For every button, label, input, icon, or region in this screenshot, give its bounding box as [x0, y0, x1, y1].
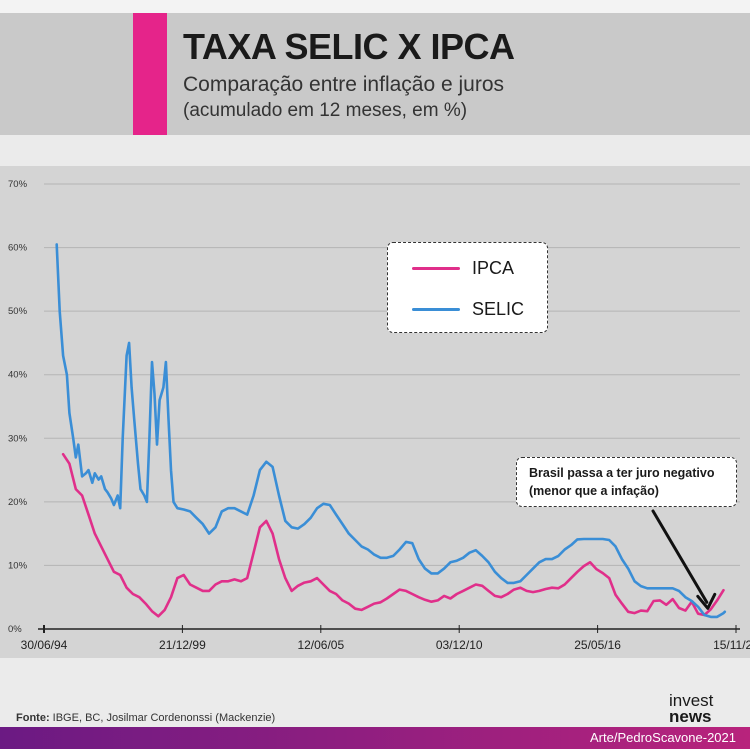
y-tick-label: 50%: [8, 306, 28, 317]
y-tick-label: 10%: [8, 560, 28, 571]
y-tick-label: 0%: [8, 624, 22, 635]
y-tick-label: 20%: [8, 497, 28, 508]
y-tick-label: 60%: [8, 243, 28, 254]
source-text: IBGE, BC, Josilmar Cordenonssi (Mackenzi…: [49, 712, 276, 724]
logo-word-news: news: [669, 707, 712, 726]
series-line-ipca: [61, 452, 725, 618]
source-note: Fonte: IBGE, BC, Josilmar Cordenonssi (M…: [16, 712, 275, 724]
x-tick-label: 12/06/05: [297, 638, 344, 652]
header-band: [0, 13, 750, 135]
legend-item-ipca: IPCA: [412, 256, 514, 280]
annotation-arrowhead: [696, 592, 717, 610]
x-tick-label: 25/05/16: [574, 638, 621, 652]
series-line-selic: [55, 243, 727, 619]
legend-label-selic: SELIC: [472, 298, 525, 319]
x-tick-label: 15/11/21: [713, 638, 750, 652]
annotation-line-1: Brasil passa a ter juro negativo: [529, 466, 715, 480]
legend-swatch-ipca: [412, 266, 460, 270]
x-tick-label: 30/06/94: [21, 638, 68, 652]
accent-bar: [133, 13, 167, 135]
legend: IPCA SELIC: [387, 242, 548, 333]
legend-swatch-selic: [412, 307, 460, 311]
x-tick-label: 03/12/10: [436, 638, 483, 652]
top-strip: [0, 0, 750, 13]
legend-item-selic: SELIC: [412, 297, 524, 321]
investnews-logo: invest news: [669, 691, 739, 726]
chart-title: TAXA SELIC X IPCA: [183, 26, 515, 67]
art-credit: Arte/PedroScavone-2021: [590, 730, 736, 745]
footer-bar: Arte/PedroScavone-2021: [0, 727, 750, 749]
y-tick-label: 30%: [8, 433, 28, 444]
x-tick-label: 21/12/99: [159, 638, 206, 652]
y-tick-label: 70%: [8, 179, 28, 190]
logo-word-invest: invest: [669, 691, 714, 710]
y-tick-label: 40%: [8, 370, 28, 381]
chart-subtitle: Comparação entre inflação e juros: [183, 73, 505, 96]
legend-label-ipca: IPCA: [472, 257, 515, 278]
annotation-box: Brasil passa a ter juro negativo (menor …: [516, 457, 737, 507]
annotation-arrow: [651, 509, 709, 604]
chart-subtitle-units: (acumulado em 12 meses, em %): [183, 100, 468, 121]
source-label: Fonte:: [16, 712, 50, 724]
annotation-line-2: (menor que a infação): [529, 484, 659, 498]
